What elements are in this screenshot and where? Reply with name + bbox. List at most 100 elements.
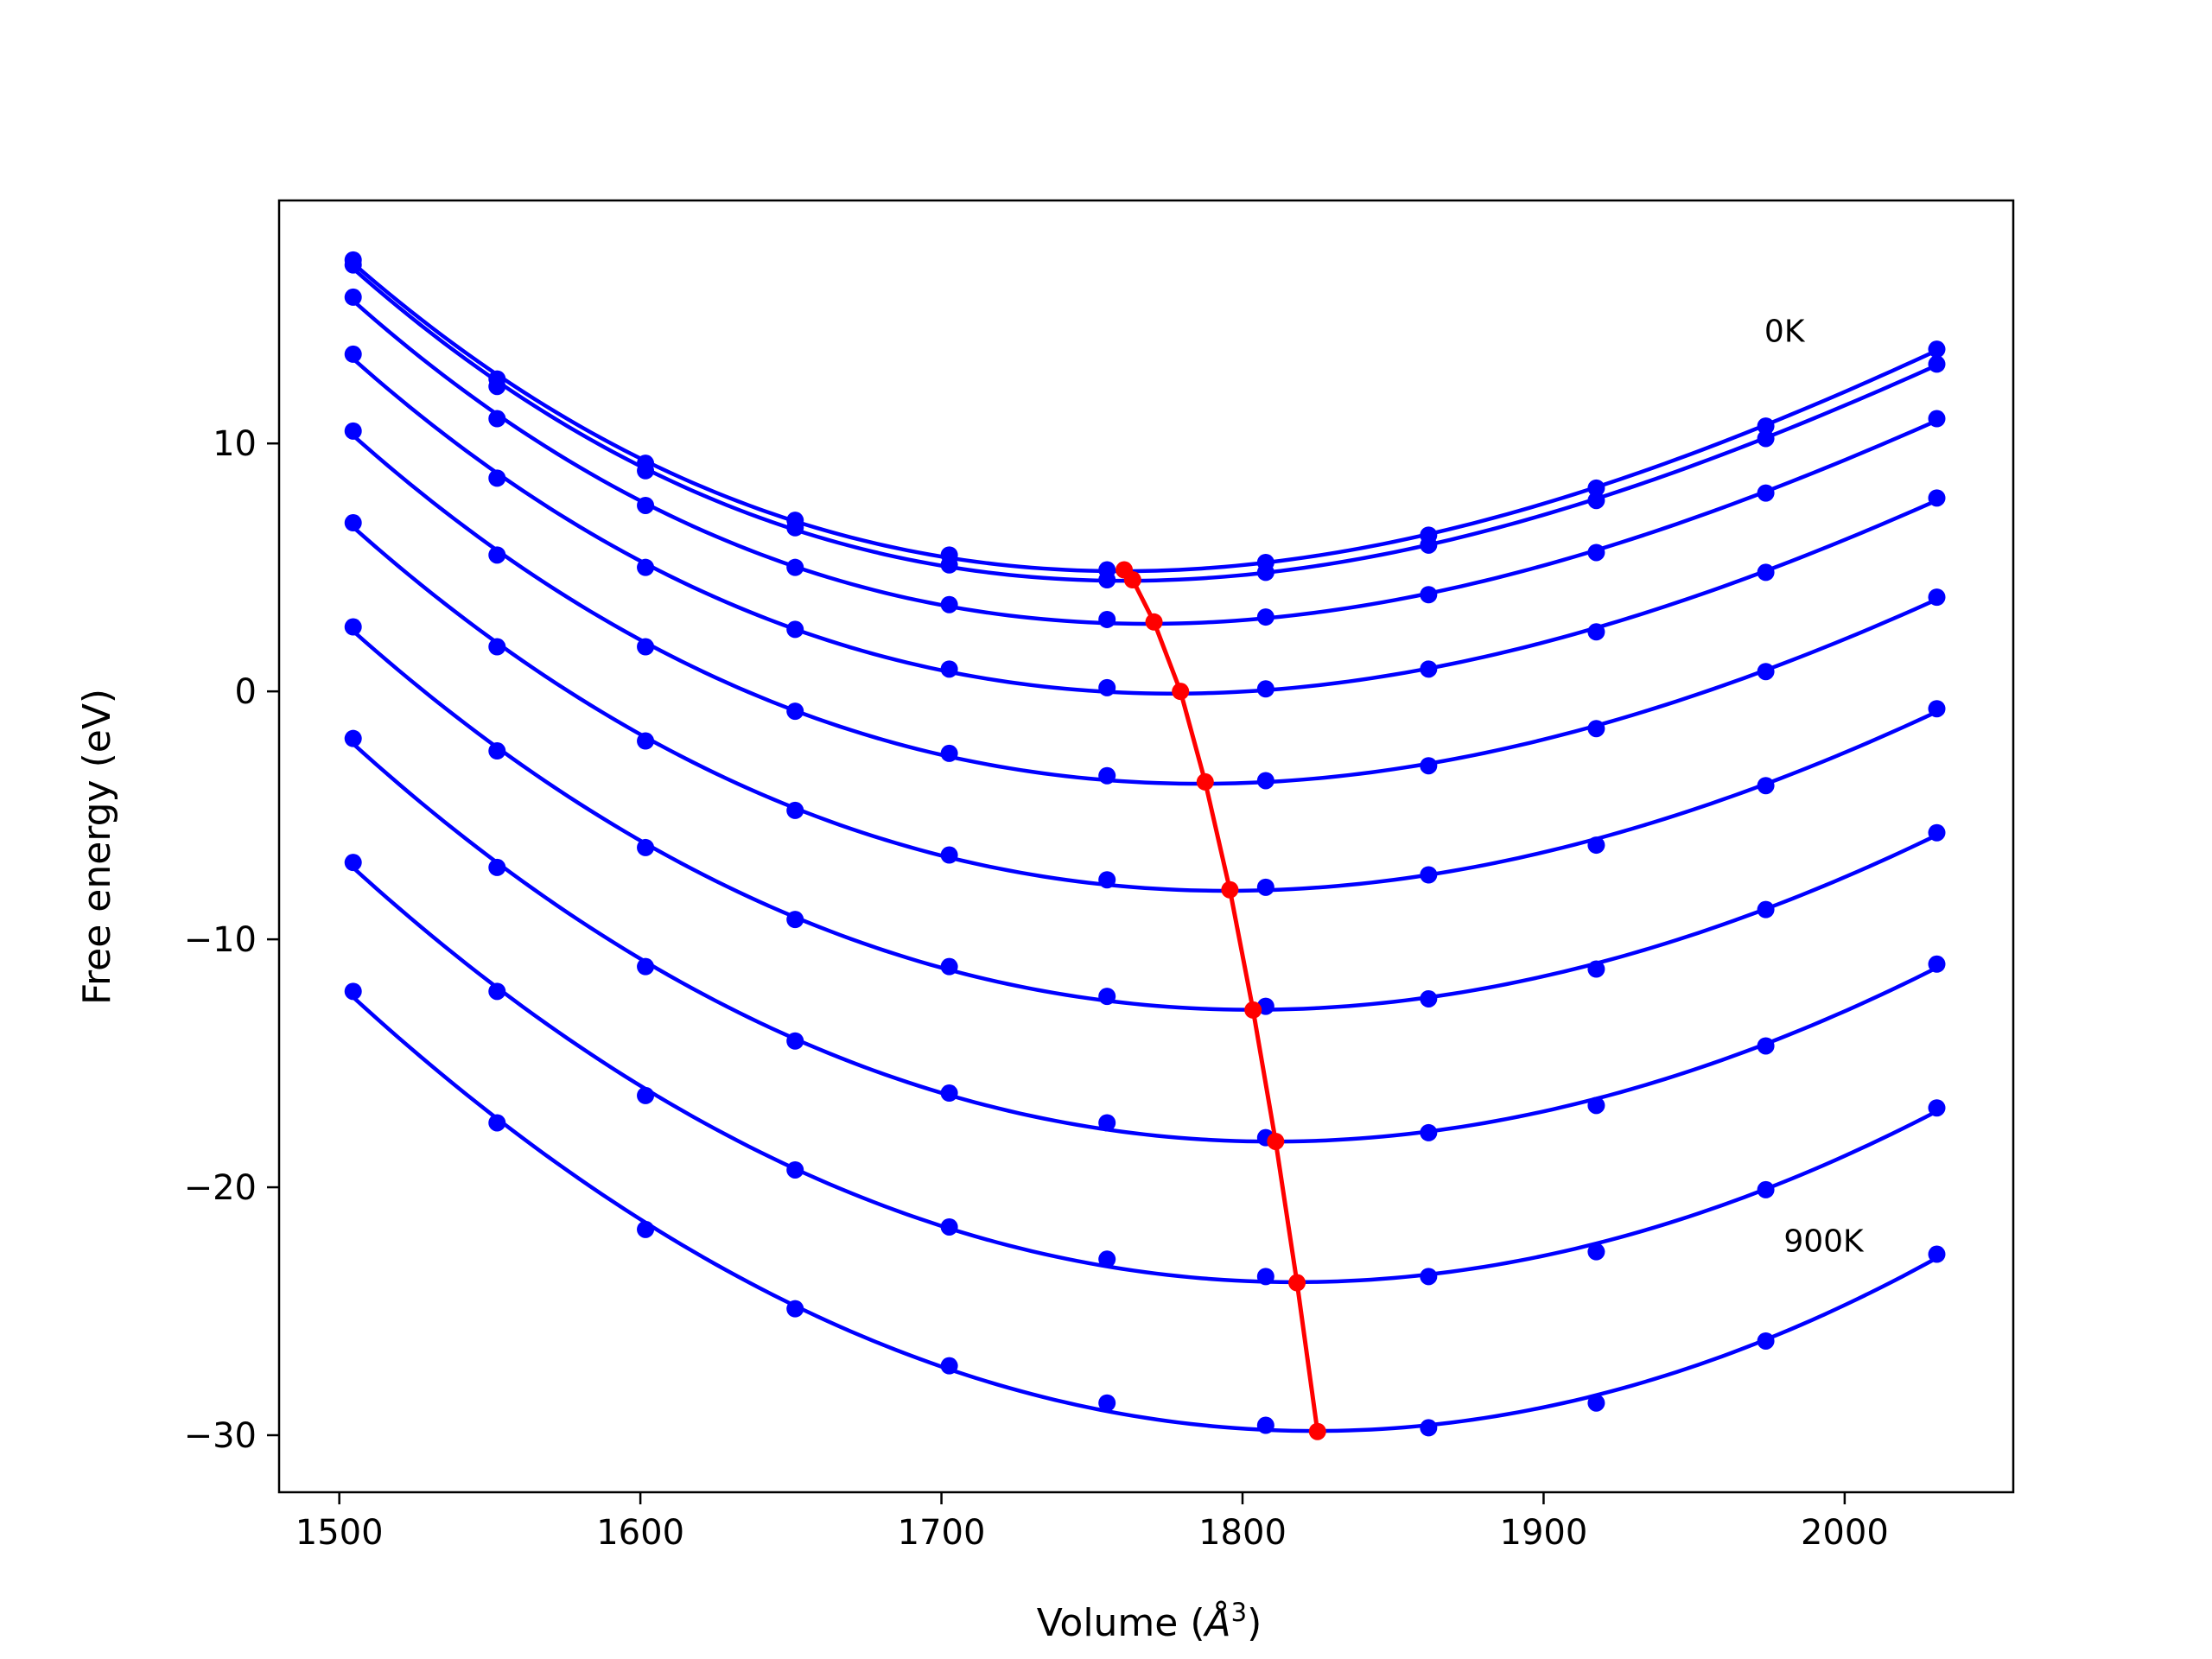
data-point-0K-9: [1757, 417, 1775, 435]
data-point-500K-0: [344, 514, 362, 532]
data-point-900K-10: [1928, 1245, 1946, 1263]
fit-curve-900K: [352, 995, 1938, 1433]
data-point-200K-3: [786, 558, 804, 576]
data-point-900K-4: [940, 1357, 958, 1375]
annotation-0K: 0K: [1764, 315, 1806, 350]
data-point-200K-7: [1420, 586, 1438, 604]
data-point-800K-5: [1098, 1250, 1116, 1268]
annotations: 0K 900K: [1764, 315, 1865, 1260]
data-point-600K-0: [344, 618, 362, 636]
data-point-300K-0: [344, 345, 362, 363]
data-point-900K-9: [1757, 1332, 1775, 1350]
x-axis-title: Volume (Å3): [1037, 1598, 1262, 1645]
x-tick-label-1900: 1900: [1500, 1513, 1588, 1553]
minimum-point-200K: [1145, 613, 1163, 631]
y-tick-label--10: −10: [184, 920, 257, 960]
data-point-700K-9: [1757, 1037, 1775, 1055]
data-point-600K-7: [1420, 989, 1438, 1007]
data-point-300K-5: [1098, 678, 1116, 696]
x-tick-label-1700: 1700: [898, 1513, 986, 1553]
data-point-900K-7: [1420, 1419, 1438, 1437]
data-point-500K-6: [1256, 878, 1274, 896]
data-point-800K-2: [637, 1086, 655, 1104]
data-point-900K-6: [1256, 1416, 1274, 1434]
minimum-point-600K: [1244, 1001, 1262, 1019]
data-point-400K-2: [637, 638, 655, 656]
data-point-200K-9: [1757, 484, 1775, 502]
data-point-500K-10: [1928, 700, 1946, 718]
data-point-200K-6: [1256, 608, 1274, 626]
data-point-700K-8: [1587, 1096, 1605, 1115]
y-tick-label-10: 10: [213, 424, 257, 464]
data-point-300K-3: [786, 620, 804, 639]
data-point-300K-1: [488, 469, 506, 487]
y-tick-label--20: −20: [184, 1168, 257, 1208]
data-point-100K-10: [1928, 355, 1946, 373]
annotation-900K: 900K: [1783, 1224, 1865, 1260]
data-point-400K-10: [1928, 588, 1946, 607]
data-point-800K-3: [786, 1160, 804, 1179]
data-point-200K-5: [1098, 610, 1116, 628]
data-point-500K-2: [637, 732, 655, 750]
y-axis-title: Free energy (eV): [75, 689, 119, 1005]
data-point-0K-8: [1587, 479, 1605, 497]
data-point-900K-2: [637, 1220, 655, 1238]
data-point-400K-3: [786, 702, 804, 721]
data-point-300K-2: [637, 558, 655, 576]
fit-curve-300K: [352, 357, 1938, 696]
data-point-100K-5: [1098, 571, 1116, 589]
data-point-900K-3: [786, 1300, 804, 1318]
data-point-600K-8: [1587, 960, 1605, 978]
data-point-900K-1: [488, 1114, 506, 1132]
data-point-300K-6: [1256, 680, 1274, 698]
data-point-400K-5: [1098, 766, 1116, 785]
data-point-500K-9: [1757, 777, 1775, 795]
data-point-700K-10: [1928, 955, 1946, 973]
data-point-700K-4: [940, 1084, 958, 1103]
y-axis: 10 0 −10 −20 −30: [184, 424, 279, 1456]
minimum-point-900K: [1308, 1422, 1326, 1440]
data-point-900K-5: [1098, 1394, 1116, 1412]
data-point-500K-5: [1098, 871, 1116, 889]
data-point-600K-10: [1928, 823, 1946, 842]
y-tick-label--30: −30: [184, 1416, 257, 1456]
minimum-point-800K: [1288, 1274, 1306, 1292]
minimum-point-300K: [1172, 683, 1190, 701]
x-tick-label-1500: 1500: [296, 1513, 384, 1553]
data-point-100K-6: [1256, 563, 1274, 582]
data-point-100K-9: [1757, 429, 1775, 448]
fit-curve-700K: [352, 742, 1938, 1144]
data-point-800K-4: [940, 1217, 958, 1236]
data-point-300K-4: [940, 660, 958, 678]
data-point-800K-6: [1256, 1268, 1274, 1286]
fit-curve-600K: [352, 629, 1938, 1012]
data-point-700K-0: [344, 729, 362, 747]
data-point-200K-4: [940, 595, 958, 613]
data-point-200K-1: [488, 410, 506, 428]
fit-curve-200K: [352, 299, 1938, 626]
minimum-point-500K: [1221, 880, 1239, 899]
data-point-400K-0: [344, 422, 362, 440]
data-point-500K-7: [1420, 866, 1438, 884]
data-points: [344, 251, 1946, 1437]
plot-frame: [277, 199, 2015, 1494]
y-tick-label-0: 0: [235, 672, 257, 712]
data-point-800K-1: [488, 982, 506, 1001]
data-point-800K-0: [344, 854, 362, 872]
data-point-700K-2: [637, 957, 655, 976]
data-point-800K-10: [1928, 1099, 1946, 1117]
data-point-300K-8: [1587, 623, 1605, 641]
data-point-800K-8: [1587, 1243, 1605, 1261]
fit-curve-400K: [352, 434, 1938, 786]
data-point-600K-2: [637, 838, 655, 856]
data-point-400K-1: [488, 546, 506, 564]
data-point-800K-9: [1757, 1180, 1775, 1198]
data-point-500K-1: [488, 638, 506, 656]
data-point-400K-9: [1757, 663, 1775, 681]
data-point-300K-9: [1757, 563, 1775, 582]
data-point-500K-4: [940, 846, 958, 864]
data-point-400K-7: [1420, 757, 1438, 775]
data-point-100K-3: [786, 518, 804, 537]
fit-curve-800K: [352, 866, 1938, 1285]
data-point-800K-7: [1420, 1268, 1438, 1286]
